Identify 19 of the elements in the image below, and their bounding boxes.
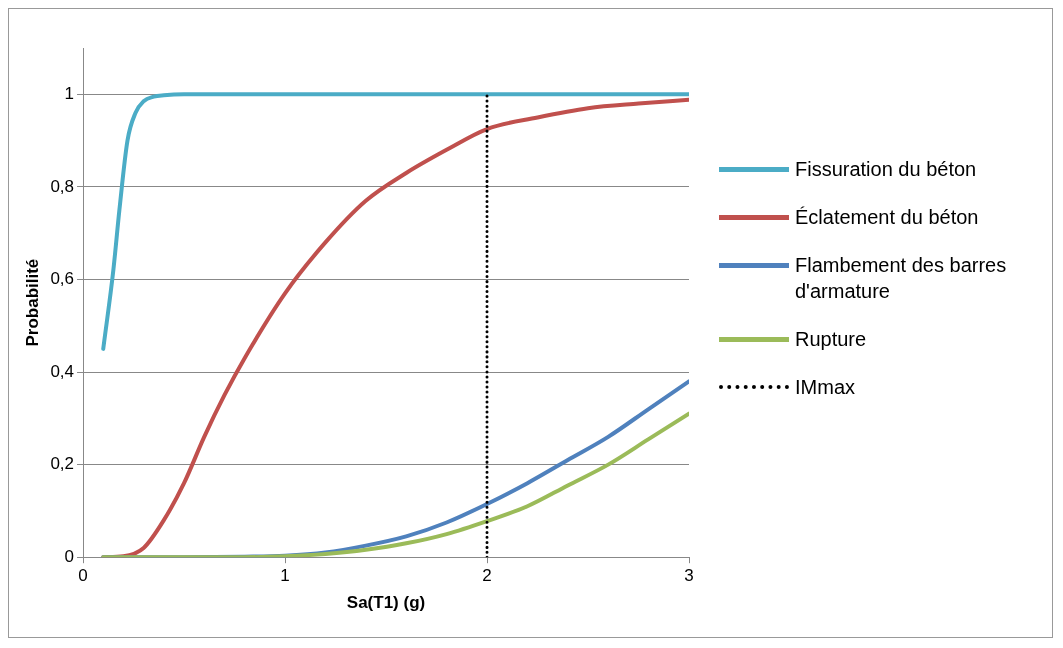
x-tick-label: 3 [684, 566, 694, 586]
legend-label: Rupture [795, 327, 867, 352]
x-axis-title: Sa(T1) (g) [346, 593, 426, 613]
y-tick-label: 1 [64, 83, 75, 103]
legend-label: Fissuration du béton [795, 157, 977, 182]
y-axis-title: Probabilité [22, 258, 42, 347]
x-tick-label: 2 [482, 566, 492, 586]
line-series [101, 411, 689, 558]
y-tick-label: 0,4 [50, 361, 75, 381]
y-tick-label: 0,6 [50, 269, 75, 289]
y-tick-label: 0 [64, 546, 75, 566]
legend-label: Éclatement du béton [795, 205, 979, 230]
legend-label: Flambement des barres d'armature [795, 253, 1008, 304]
x-tick-label: 1 [280, 566, 290, 586]
line-series [101, 92, 689, 351]
legend-label: IMmax [795, 375, 855, 400]
y-tick-label: 0,2 [50, 454, 75, 474]
x-tick-label: 0 [78, 566, 88, 586]
y-tick-label: 0,8 [50, 176, 75, 196]
